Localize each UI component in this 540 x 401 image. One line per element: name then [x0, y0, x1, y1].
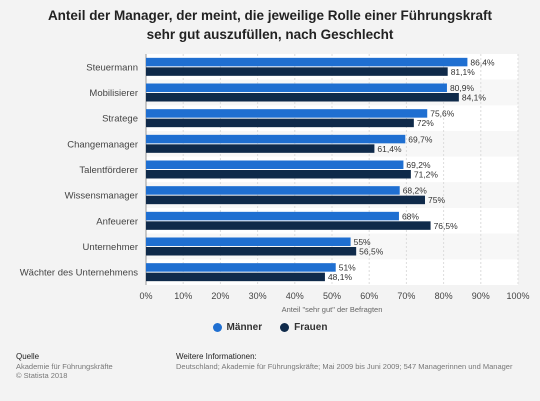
category-label: Anfeuerer: [96, 216, 138, 227]
data-label: 80,9%: [450, 83, 475, 93]
category-label: Stratege: [102, 114, 138, 125]
x-tick-label: 40%: [286, 291, 304, 301]
legend-marker-maenner: [212, 323, 222, 332]
data-label: 69,7%: [408, 134, 433, 144]
info-block: Weitere Informationen: Deutschland; Akad…: [176, 352, 512, 371]
bar-maenner: [146, 186, 400, 195]
bar-frauen: [146, 118, 414, 128]
data-label: 72%: [417, 118, 434, 128]
legend-label-frauen: Frauen: [294, 322, 328, 333]
info-heading: Weitere Informationen:: [176, 352, 257, 361]
bar-maenner: [146, 109, 428, 118]
chart-title: Anteil der Manager, der meint, die jewei…: [10, 6, 530, 44]
info-line1: Deutschland; Akademie für Führungskräfte…: [176, 362, 513, 371]
data-label: 71,2%: [414, 170, 439, 180]
x-tick-label: 100%: [506, 291, 529, 301]
legend-marker-frauen: [280, 323, 290, 332]
x-tick-label: 10%: [174, 291, 192, 301]
data-label: 75,6%: [430, 109, 455, 119]
source-line1[interactable]: Akademie für Führungskräfte: [16, 362, 113, 371]
data-label: 68%: [402, 211, 419, 221]
x-tick-label: 90%: [472, 291, 490, 301]
data-label: 81,1%: [451, 67, 476, 77]
x-axis-title: Anteil "sehr gut" der Befragten: [282, 305, 383, 314]
bar-maenner: [146, 263, 336, 272]
category-label: Unternehmer: [83, 242, 138, 253]
category-label: Changemanager: [67, 139, 138, 150]
bar-frauen: [146, 144, 375, 153]
data-label: 69,2%: [406, 160, 431, 170]
bar-maenner: [146, 237, 351, 246]
data-label: 51%: [339, 263, 356, 273]
x-tick-label: 60%: [360, 291, 378, 301]
data-label: 55%: [354, 237, 371, 247]
bar-maenner: [146, 83, 447, 92]
data-label: 48,1%: [328, 272, 353, 282]
legend-item-frauen[interactable]: Frauen: [280, 322, 327, 333]
data-label: 56,5%: [359, 247, 384, 257]
bar-maenner: [146, 211, 399, 221]
data-label: 86,4%: [470, 57, 495, 67]
bar-maenner: [146, 57, 468, 67]
x-tick-label: 80%: [435, 291, 453, 301]
category-label: Talentförderer: [79, 165, 138, 176]
source-block: Quelle Akademie für Führungskräfte © Sta…: [16, 352, 113, 380]
bar-frauen: [146, 221, 431, 230]
bar-maenner: [146, 160, 404, 169]
bar-maenner: [146, 134, 406, 144]
bar-frauen: [146, 93, 459, 102]
bar-frauen: [146, 247, 357, 256]
category-label: Wissensmanager: [65, 191, 138, 202]
category-label: Mobilisierer: [89, 88, 138, 99]
chart-title-line1: Anteil der Manager, der meint, die jewei…: [47, 8, 493, 23]
x-tick-label: 20%: [211, 291, 229, 301]
footer: Quelle Akademie für Führungskräfte © Sta…: [0, 352, 540, 401]
bar-frauen: [146, 195, 425, 205]
chart-title-line2: sehr gut auszufüllen, nach Geschlecht: [146, 27, 394, 42]
data-label: 76,5%: [434, 221, 459, 231]
x-tick-label: 70%: [397, 291, 415, 301]
data-label: 75%: [428, 195, 445, 205]
x-tick-label: 0%: [139, 291, 152, 301]
category-label: Wächter des Unternehmens: [20, 268, 139, 279]
source-line2: © Statista 2018: [16, 371, 68, 380]
legend-label-maenner: Männer: [226, 322, 263, 333]
bar-frauen: [146, 272, 325, 282]
legend: Männer Frauen: [0, 322, 540, 333]
bar-frauen: [146, 170, 411, 179]
x-tick-label: 50%: [323, 291, 341, 301]
data-label: 61,4%: [377, 144, 402, 154]
legend-item-maenner[interactable]: Männer: [212, 322, 263, 333]
x-tick-label: 30%: [249, 291, 267, 301]
bar-frauen: [146, 67, 448, 76]
bar-chart: 0% 10% 20% 30% 40% 50% 60% 70% 80% 90% 100% Anteil …: [20, 54, 530, 314]
category-label: Steuermann: [86, 62, 138, 73]
data-label: 84,1%: [462, 93, 487, 103]
data-label: 68,2%: [403, 186, 428, 196]
source-heading: Quelle: [16, 352, 40, 361]
